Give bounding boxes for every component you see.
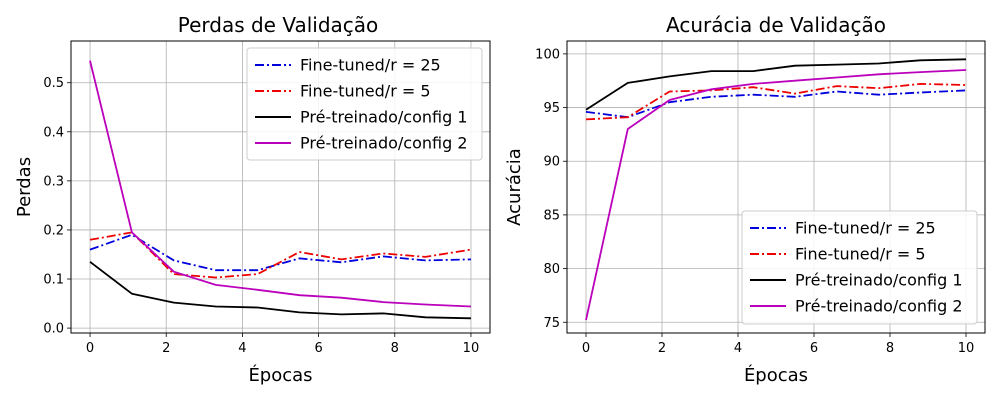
x-tick-label: 0 [86,341,94,356]
y-axis-label: Perdas [14,157,35,217]
legend-entry: Pré-treinado/config 1 [300,108,468,127]
y-tick-label: 100 [535,47,560,62]
loss-chart: 0 2 4 6 8 10 0.0 0.1 0.2 0.3 0.4 0.5 Perdas de Valid… [14,13,491,386]
y-tick-label: 90 [543,155,560,170]
y-tick-label: 95 [543,101,560,116]
series-line [585,83,967,121]
chart-title: Perdas de Validação [178,13,379,37]
series-line [585,58,967,111]
x-tick-label: 0 [582,341,590,356]
x-tick-label: 6 [314,341,322,356]
axes-frame [566,40,986,334]
x-tick-label: 4 [238,341,246,356]
x-tick-label: 2 [658,341,666,356]
x-axis-label: Épocas [744,364,808,386]
legend-entry: Pré-treinado/config 2 [795,297,963,316]
x-tick-label: 10 [463,341,480,356]
y-tick-label: 0.3 [43,174,64,189]
series-line [585,69,967,321]
legend: Fine-tuned/r = 25 Fine-tuned/r = 5 Pré-tre… [741,210,978,325]
x-tick-label: 10 [958,341,975,356]
legend-entry: Fine-tuned/r = 25 [300,56,441,75]
x-axis-label: Épocas [248,364,312,386]
y-tick-label: 0.1 [43,273,64,288]
legend-entry: Fine-tuned/r = 25 [795,219,936,238]
y-tick-label: 0.5 [43,76,64,91]
legend-entry: Pré-treinado/config 2 [300,134,468,153]
legend-entry: Fine-tuned/r = 5 [795,245,926,264]
y-tick-label: 80 [543,262,560,277]
series-line [89,60,472,308]
axes-frame [70,40,491,334]
legend: Fine-tuned/r = 25 Fine-tuned/r = 5 Pré-tre… [246,47,483,161]
legend-entry: Fine-tuned/r = 5 [300,82,431,101]
accuracy-chart: 0 2 4 6 8 10 75 80 85 90 95 100 Acurácia de Validaçã… [504,13,986,386]
x-tick-label: 6 [810,341,818,356]
plot-area [89,60,472,320]
y-tick-label: 85 [543,208,560,223]
y-axis-label: Acurácia [504,148,525,226]
y-tick-label: 0.2 [43,223,64,238]
y-tick-label: 0.0 [43,322,64,337]
x-tick-label: 2 [162,341,170,356]
y-tick-label: 0.4 [43,125,64,140]
plot-area [585,58,967,321]
series-line [89,233,472,272]
legend-box [246,47,483,161]
y-tick-label: 75 [543,316,560,331]
x-tick-label: 4 [734,341,742,356]
series-line [585,89,967,119]
x-tick-label: 8 [391,341,399,356]
series-line [89,231,472,279]
series-line [89,261,472,320]
chart-title: Acurácia de Validação [666,13,886,37]
x-tick-label: 8 [886,341,894,356]
legend-box [741,210,978,325]
legend-entry: Pré-treinado/config 1 [795,271,963,290]
